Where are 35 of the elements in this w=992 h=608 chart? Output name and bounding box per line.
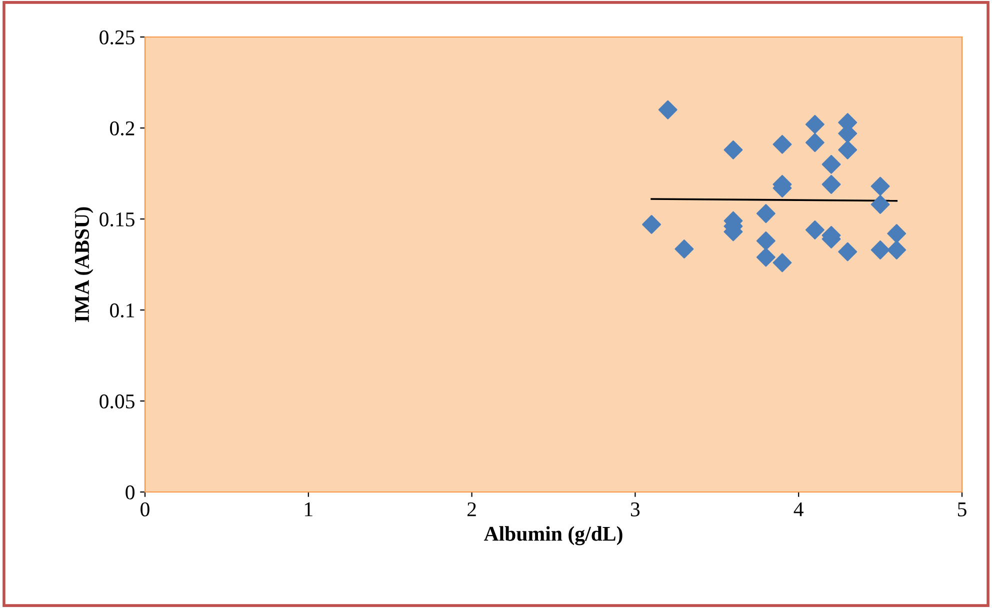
x-tick-label: 5	[958, 502, 966, 516]
point	[658, 100, 678, 120]
x-tick-label: 3	[630, 502, 640, 516]
point	[870, 194, 890, 214]
y-tick-label: 0	[126, 485, 134, 500]
point	[870, 176, 890, 196]
point	[756, 231, 776, 250]
point	[756, 204, 776, 224]
y-tick-label: 0.05	[100, 394, 134, 409]
point	[822, 154, 841, 174]
point	[838, 242, 858, 262]
y-tick-label: 0.1	[110, 303, 134, 318]
point	[772, 134, 792, 154]
point	[805, 114, 824, 134]
point	[805, 220, 824, 240]
x-tick-label: 0	[140, 502, 150, 516]
y-tick-label: 0.25	[100, 30, 134, 45]
point	[724, 140, 743, 160]
point	[642, 214, 662, 234]
point	[887, 224, 906, 244]
point	[822, 174, 841, 194]
point	[870, 240, 890, 260]
point	[887, 240, 906, 260]
point	[838, 140, 858, 160]
y-tick-label: 0.15	[100, 212, 134, 227]
x-tick-label: 1	[305, 502, 312, 516]
y-tick-label: 0.2	[110, 121, 134, 136]
point	[772, 253, 792, 272]
y-axis-title: IMA (ABSU)	[74, 207, 94, 322]
x-axis-title: Albumin (g/dL)	[484, 526, 622, 546]
point	[805, 133, 824, 152]
point	[674, 240, 694, 259]
x-tick-label: 2	[468, 502, 476, 516]
x-tick-label: 4	[794, 502, 804, 516]
point	[756, 248, 776, 267]
